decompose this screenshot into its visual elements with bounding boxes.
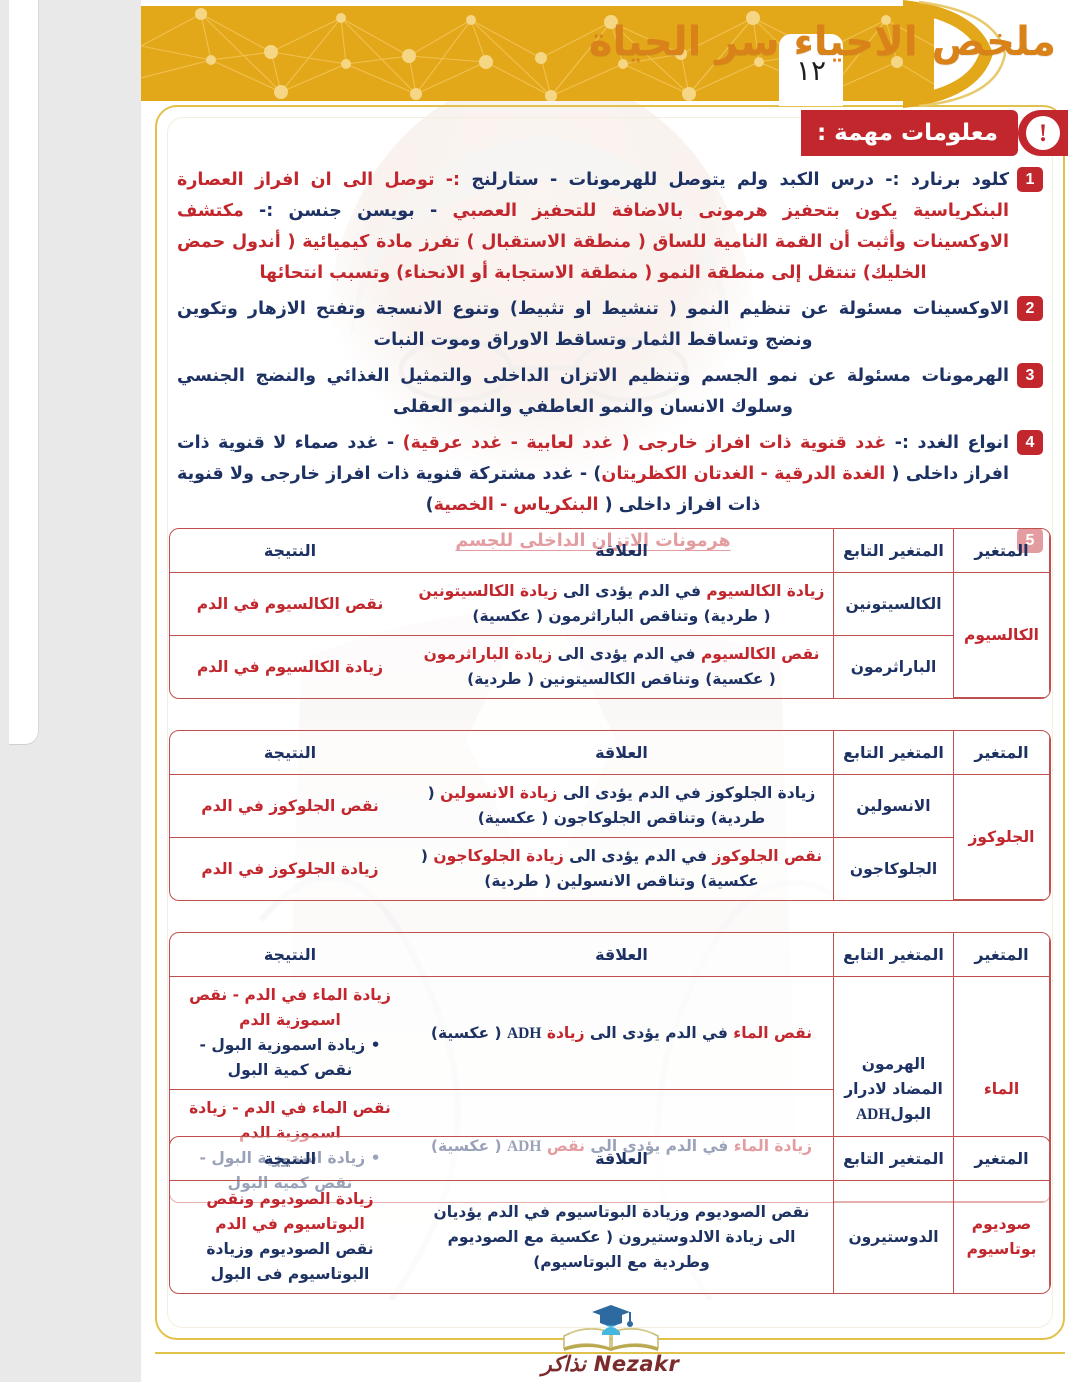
table-row: الباراثرمون نقص الكالسيوم في الدم يؤدى ا… — [170, 636, 1050, 698]
page-frame-bottom-rule — [155, 1352, 1065, 1354]
logo-latin: Nezakr — [593, 1352, 680, 1376]
col-header-result: النتيجة — [170, 529, 410, 573]
cell-relation: نقص الكالسيوم في الدم يؤدى الى زيادة الب… — [410, 636, 834, 698]
col-header-dependent: المتغير التابع — [834, 933, 954, 977]
col-header-result: النتيجة — [170, 1137, 410, 1181]
cell-relation: نقص الصوديوم وزيادة البوتاسيوم في الدم ي… — [410, 1181, 834, 1293]
cell-result: زيادة الكالسيوم في الدم — [196, 657, 384, 676]
document-sheet: ١٢ ملخص الاحياء سر الحياة ! معلومات مهمة… — [141, 0, 1080, 1382]
col-header-relation: العلاقة — [410, 933, 834, 977]
cell-relation: نقص الجلوكوز في الدم يؤدى الى زيادة الجل… — [410, 838, 834, 900]
list-item: 1 كلود برنارد :- درس الكبد ولم يتوصل لله… — [177, 165, 1043, 289]
cell-relation: زيادة الجلوكوز في الدم يؤدى الى زيادة ال… — [410, 775, 834, 838]
col-header-variable: المتغير — [954, 731, 1050, 775]
col-header-variable: المتغير — [954, 529, 1050, 573]
list-item-number: 1 — [1017, 167, 1043, 192]
col-header-relation: العلاقة — [410, 731, 834, 775]
important-info-ribbon: ! معلومات مهمة : — [800, 110, 1070, 156]
table-row: الجلوكوز الانسولين زيادة الجلوكوز في الد… — [170, 775, 1050, 900]
cell-dependent: الباراثرمون — [834, 636, 954, 698]
cell-dependent: الكالسيتونين — [834, 573, 954, 636]
list-item: 2 الاوكسينات مسئولة عن تنظيم النمو ( تنش… — [177, 294, 1043, 356]
table-header-row: المتغير المتغير التابع العلاقة النتيجة — [170, 1137, 1050, 1181]
left-gutter-strip — [9, 0, 39, 745]
list-item-number: 2 — [1017, 296, 1043, 321]
table-row: الجلوكاجون نقص الجلوكوز في الدم يؤدى الى… — [170, 838, 1050, 900]
exclamation-icon: ! — [1018, 110, 1070, 156]
col-header-relation: العلاقة — [410, 1137, 834, 1181]
table-header-row: المتغير المتغير التابع العلاقة النتيجة — [170, 529, 1050, 573]
cell-result: نقص الكالسيوم في الدم — [170, 573, 410, 636]
logo-wordmark: Nezakr نذاكر — [501, 1352, 721, 1376]
col-header-variable: المتغير — [954, 1137, 1050, 1181]
info-list: 1 كلود برنارد :- درس الكبد ولم يتوصل لله… — [177, 165, 1043, 562]
cell-relation: نقص الماء في الدم يؤدى الى زيادة ADH ( ع… — [410, 977, 834, 1090]
cell-dependent: الهرمون المضاد لادرار البولADH — [834, 977, 954, 1202]
table-row: صوديوم بوتاسيوم الدوستيرون نقص الصوديوم و… — [170, 1181, 1050, 1293]
list-item: 3 الهرمونات مسئولة عن نمو الجسم وتنظيم ا… — [177, 361, 1043, 423]
table-header-row: المتغير المتغير التابع العلاقة النتيجة — [170, 731, 1050, 775]
table-sodium-potassium: المتغير المتغير التابع العلاقة النتيجة ص… — [169, 1136, 1051, 1294]
list-item-text: الاوكسينات مسئولة عن تنظيم النمو ( تنشيط… — [177, 299, 1009, 350]
cell-relation: زيادة الكالسيوم في الدم يؤدى الى زيادة ا… — [410, 573, 834, 636]
cell-variable: الكالسيوم — [954, 573, 1050, 698]
important-info-label: معلومات مهمة : — [800, 110, 1018, 156]
table-header-row: المتغير المتغير التابع العلاقة النتيجة — [170, 933, 1050, 977]
cell-result: نقص الجلوكوز في الدم — [170, 775, 410, 838]
col-header-variable: المتغير — [954, 933, 1050, 977]
col-header-result: النتيجة — [170, 731, 410, 775]
cell-result: زيادة الصوديوم ونقص البوتاسيوم في الدم ن… — [206, 1190, 374, 1283]
cell-dependent: الانسولين — [834, 775, 954, 838]
page-number-badge: ١٢ — [779, 34, 843, 106]
cell-variable: صوديوم بوتاسيوم — [954, 1181, 1050, 1293]
list-item: 4 انواع الغدد :- غدد قنوية ذات افراز خار… — [177, 428, 1043, 521]
list-item-text: انواع الغدد :- غدد قنوية ذات افراز خارجى… — [177, 433, 1009, 515]
exclamation-glyph: ! — [1026, 116, 1060, 150]
cell-variable: الجلوكوز — [954, 775, 1050, 900]
list-item-number: 3 — [1017, 363, 1043, 388]
list-item-text: كلود برنارد :- درس الكبد ولم يتوصل للهرم… — [177, 170, 1010, 283]
table-row: الماء الهرمون المضاد لادرار البولADH نقص ا… — [170, 977, 1050, 1202]
list-item-text: الهرمونات مسئولة عن نمو الجسم وتنظيم الا… — [177, 366, 1009, 417]
page-title: ملخص الاحياء سر الحياة — [588, 19, 1056, 65]
cell-dependent: الجلوكاجون — [834, 838, 954, 900]
list-item-number: 4 — [1017, 430, 1043, 455]
col-header-dependent: المتغير التابع — [834, 1137, 954, 1181]
col-header-relation: العلاقة — [410, 529, 834, 573]
footer-logo: Nezakr نذاكر — [501, 1302, 721, 1378]
cell-result: زيادة الماء في الدم - نقص اسموزية الدم •… — [170, 977, 410, 1090]
table-glucose: المتغير المتغير التابع العلاقة النتيجة ا… — [169, 730, 1051, 901]
col-header-dependent: المتغير التابع — [834, 529, 954, 573]
col-header-dependent: المتغير التابع — [834, 731, 954, 775]
col-header-result: النتيجة — [170, 933, 410, 977]
graduation-book-icon — [562, 1305, 659, 1351]
cell-dependent: الدوستيرون — [834, 1181, 954, 1293]
table-calcium: المتغير المتغير التابع العلاقة النتيجة ا… — [169, 528, 1051, 699]
table-row: الكالسيوم الكالسيتونين زيادة الكالسيوم ف… — [170, 573, 1050, 698]
cell-result: زيادة الجلوكوز في الدم — [201, 859, 379, 878]
logo-arabic: نذاكر — [541, 1352, 586, 1376]
